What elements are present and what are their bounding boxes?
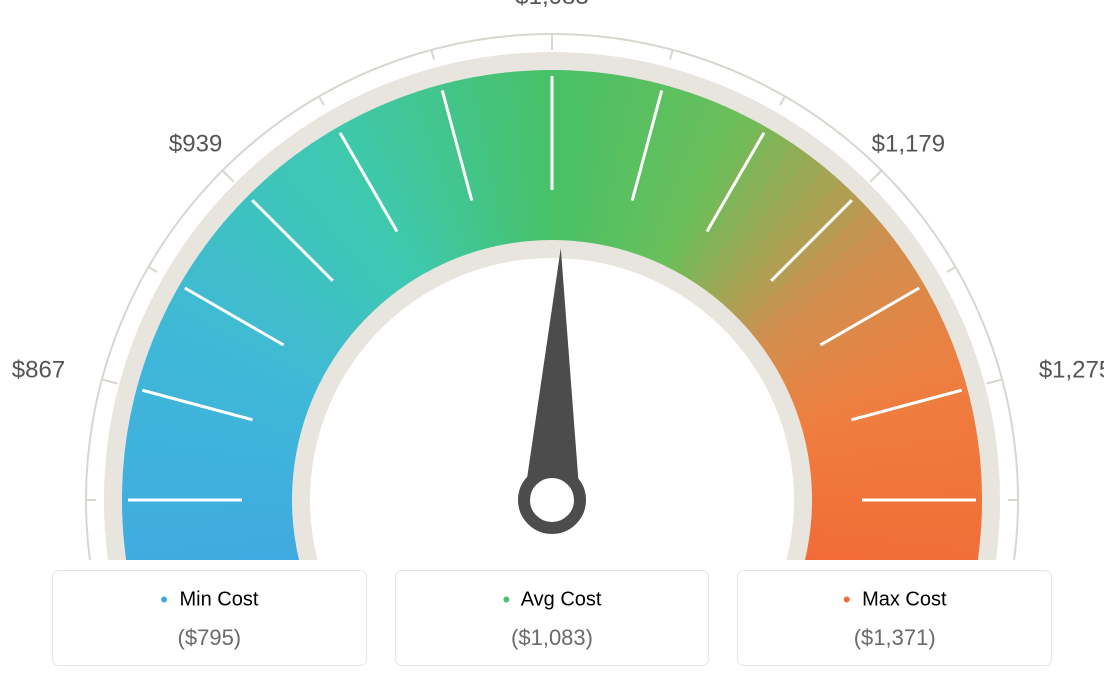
legend-label-min: • Min Cost	[63, 587, 356, 613]
legend-value-min: ($795)	[63, 625, 356, 651]
legend-card-min: • Min Cost ($795)	[52, 570, 367, 666]
legend-row: • Min Cost ($795) • Avg Cost ($1,083) • …	[52, 570, 1052, 666]
dot-icon: •	[843, 587, 851, 612]
legend-card-max: • Max Cost ($1,371)	[737, 570, 1052, 666]
svg-text:$867: $867	[12, 357, 65, 384]
cost-gauge-chart: $795$867$939$1,083$1,179$1,275$1,371 • M…	[0, 0, 1104, 690]
svg-text:$1,275: $1,275	[1039, 357, 1104, 384]
legend-label-max: • Max Cost	[748, 587, 1041, 613]
legend-label-text: Max Cost	[862, 588, 946, 610]
dot-icon: •	[160, 587, 168, 612]
legend-card-avg: • Avg Cost ($1,083)	[395, 570, 710, 666]
gauge-svg: $795$867$939$1,083$1,179$1,275$1,371	[0, 0, 1104, 560]
svg-text:$939: $939	[169, 131, 222, 158]
gauge-area: $795$867$939$1,083$1,179$1,275$1,371	[0, 0, 1104, 560]
svg-text:$1,179: $1,179	[872, 131, 945, 158]
legend-label-text: Avg Cost	[521, 588, 602, 610]
legend-label-avg: • Avg Cost	[406, 587, 699, 613]
legend-label-text: Min Cost	[180, 588, 259, 610]
dot-icon: •	[503, 587, 511, 612]
legend-value-max: ($1,371)	[748, 625, 1041, 651]
legend-value-avg: ($1,083)	[406, 625, 699, 651]
svg-text:$1,083: $1,083	[515, 0, 588, 10]
